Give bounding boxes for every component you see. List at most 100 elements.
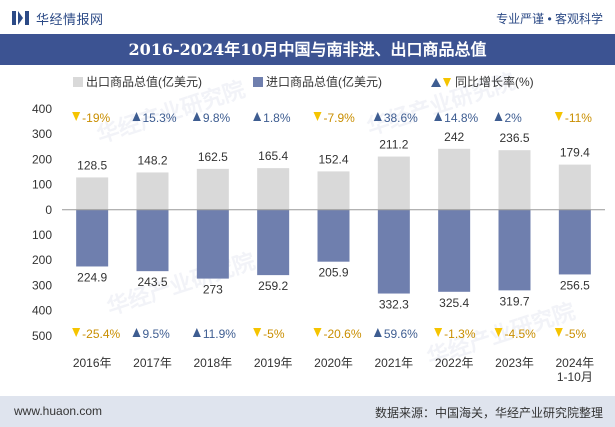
growth-import-down-icon bbox=[554, 328, 563, 337]
growth-import-label: -25.4% bbox=[82, 327, 120, 341]
x-tick-label: 2017年 bbox=[133, 356, 172, 370]
bar-export[interactable] bbox=[377, 156, 410, 210]
data-label-export: 128.5 bbox=[77, 158, 107, 172]
bar-import[interactable] bbox=[438, 209, 471, 292]
data-label-import: 273 bbox=[203, 283, 223, 297]
bar-export[interactable] bbox=[196, 168, 229, 210]
growth-import-label: 11.9% bbox=[203, 327, 236, 341]
bar-export[interactable] bbox=[317, 171, 350, 210]
y-tick-label: 100 bbox=[32, 178, 52, 192]
data-label-import: 259.2 bbox=[258, 279, 288, 293]
chart-title: 2016-2024年10月中国与南非进、出口商品总值 bbox=[128, 40, 487, 59]
x-tick-label: 2020年 bbox=[314, 356, 353, 370]
data-label-export: 236.5 bbox=[499, 131, 529, 145]
growth-import-up-icon bbox=[192, 328, 201, 337]
bar-import[interactable] bbox=[76, 209, 109, 267]
growth-import-label: 9.5% bbox=[143, 327, 171, 341]
bar-import[interactable] bbox=[498, 209, 531, 291]
top-bar: 华经情报网 专业严谨 • 客观科学 bbox=[0, 0, 615, 34]
data-label-export: 148.2 bbox=[137, 153, 167, 167]
bar-import[interactable] bbox=[558, 209, 591, 275]
growth-import-down-icon bbox=[72, 328, 81, 337]
growth-import-down-icon bbox=[434, 328, 443, 337]
growth-export-label: 2% bbox=[505, 111, 523, 125]
legend-growth-down-icon bbox=[443, 78, 451, 87]
bar-import[interactable] bbox=[377, 209, 410, 294]
bar-import[interactable] bbox=[196, 209, 229, 279]
growth-export-up-icon bbox=[253, 112, 262, 121]
y-tick-label: 300 bbox=[32, 127, 52, 141]
data-label-import: 224.9 bbox=[77, 270, 107, 284]
bar-import[interactable] bbox=[317, 209, 350, 262]
growth-export-label: -11% bbox=[565, 111, 592, 125]
legend-growth-up-icon bbox=[431, 78, 441, 87]
growth-import-label: -5% bbox=[263, 327, 285, 341]
brand-logo-icon bbox=[12, 11, 29, 25]
data-label-export: 162.5 bbox=[198, 150, 228, 164]
y-tick-label: 300 bbox=[32, 278, 52, 292]
footer-source: 数据来源：中国海关，华经产业研究院整理 bbox=[374, 406, 603, 420]
growth-export-down-icon bbox=[72, 112, 81, 121]
y-tick-label: 200 bbox=[32, 152, 52, 166]
bar-export[interactable] bbox=[498, 150, 531, 210]
data-label-export: 152.4 bbox=[318, 152, 348, 166]
growth-export-label: 15.3% bbox=[143, 111, 177, 125]
watermark-text: 华经产业研究院 bbox=[104, 248, 258, 319]
title-bar: 2016-2024年10月中国与南非进、出口商品总值 bbox=[0, 34, 615, 65]
bar-export[interactable] bbox=[438, 148, 471, 210]
y-tick-label: 400 bbox=[32, 102, 52, 116]
growth-export-label: -19% bbox=[82, 111, 110, 125]
y-tick-label: 100 bbox=[32, 228, 52, 242]
bar-export[interactable] bbox=[136, 172, 169, 210]
x-tick-label: 2024年 bbox=[555, 356, 594, 370]
growth-export-down-icon bbox=[554, 112, 563, 121]
x-tick-label: 1-10月 bbox=[557, 370, 593, 384]
data-label-import: 205.9 bbox=[318, 266, 348, 280]
data-label-import: 332.3 bbox=[379, 298, 409, 312]
growth-export-label: 9.8% bbox=[203, 111, 231, 125]
x-tick-label: 2016年 bbox=[73, 356, 112, 370]
data-label-import: 319.7 bbox=[499, 294, 529, 308]
growth-import-label: -5% bbox=[565, 327, 587, 341]
brand-name: 华经情报网 bbox=[36, 12, 104, 27]
y-tick-label: 500 bbox=[32, 329, 52, 343]
growth-export-label: 14.8% bbox=[444, 111, 478, 125]
growth-import-label: 59.6% bbox=[384, 327, 418, 341]
bar-export[interactable] bbox=[76, 177, 109, 210]
bar-export[interactable] bbox=[257, 168, 290, 210]
data-label-import: 325.4 bbox=[439, 296, 469, 310]
legend-swatch-import bbox=[253, 77, 263, 87]
growth-export-down-icon bbox=[313, 112, 322, 121]
growth-import-label: -4.5% bbox=[505, 327, 537, 341]
legend-label-import: 进口商品总值(亿美元) bbox=[266, 74, 382, 89]
growth-export-label: 38.6% bbox=[384, 111, 418, 125]
bar-export[interactable] bbox=[558, 164, 591, 210]
x-tick-label: 2019年 bbox=[254, 356, 293, 370]
data-label-export: 179.4 bbox=[560, 146, 590, 160]
legend-swatch-export bbox=[73, 77, 83, 87]
x-tick-label: 2023年 bbox=[495, 356, 534, 370]
bar-import[interactable] bbox=[136, 209, 169, 272]
growth-export-up-icon bbox=[434, 112, 443, 121]
growth-import-label: -20.6% bbox=[324, 327, 362, 341]
growth-export-label: -7.9% bbox=[324, 111, 356, 125]
y-tick-label: 400 bbox=[32, 304, 52, 318]
data-label-export: 242 bbox=[444, 130, 464, 144]
growth-import-down-icon bbox=[494, 328, 503, 337]
legend-label-export: 出口商品总值(亿美元) bbox=[86, 74, 202, 89]
bar-import[interactable] bbox=[257, 209, 290, 276]
growth-import-label: -1.3% bbox=[444, 327, 476, 341]
growth-export-up-icon bbox=[373, 112, 382, 121]
data-label-export: 211.2 bbox=[379, 138, 408, 152]
footer-url[interactable]: www.huaon.com bbox=[14, 404, 103, 418]
growth-export-up-icon bbox=[494, 112, 503, 121]
data-label-import: 243.5 bbox=[137, 275, 167, 289]
x-tick-label: 2022年 bbox=[435, 356, 474, 370]
growth-export-label: 1.8% bbox=[263, 111, 291, 125]
legend-label-growth: 同比增长率(%) bbox=[455, 74, 534, 89]
growth-import-up-icon bbox=[132, 328, 141, 337]
footer-bar: www.huaon.com 数据来源：中国海关，华经产业研究院整理 bbox=[0, 396, 615, 427]
data-label-import: 256.5 bbox=[560, 278, 590, 292]
